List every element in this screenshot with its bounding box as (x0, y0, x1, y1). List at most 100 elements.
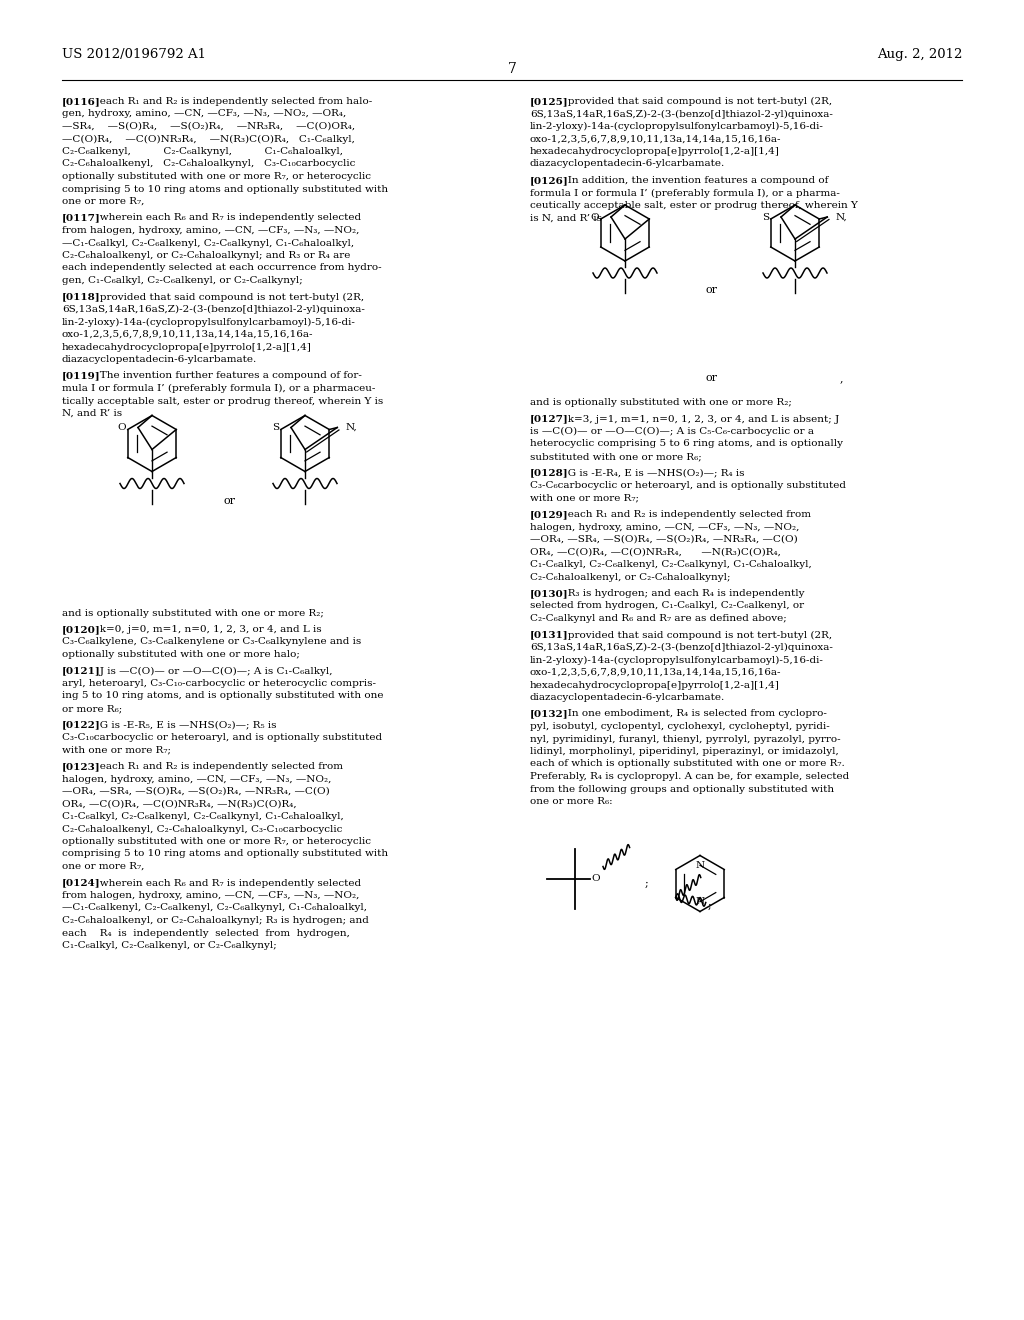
Text: one or more R₇,: one or more R₇, (62, 862, 144, 871)
Text: [0128]: [0128] (530, 469, 568, 478)
Text: heterocyclic comprising 5 to 6 ring atoms, and is optionally: heterocyclic comprising 5 to 6 ring atom… (530, 440, 843, 449)
Text: each R₁ and R₂ is independently selected from: each R₁ and R₂ is independently selected… (90, 762, 343, 771)
Text: hexadecahydrocyclopropa[e]pyrrolo[1,2-a][1,4]: hexadecahydrocyclopropa[e]pyrrolo[1,2-a]… (530, 147, 780, 156)
Text: C₁-C₆alkyl, C₂-C₆alkenyl, C₂-C₆alkynyl, C₁-C₆haloalkyl,: C₁-C₆alkyl, C₂-C₆alkenyl, C₂-C₆alkynyl, … (62, 812, 344, 821)
Text: formula I or formula I’ (preferably formula I), or a pharma-: formula I or formula I’ (preferably form… (530, 189, 840, 198)
Text: each independently selected at each occurrence from hydro-: each independently selected at each occu… (62, 264, 382, 272)
Text: selected from hydrogen, C₁-C₆alkyl, C₂-C₆alkenyl, or: selected from hydrogen, C₁-C₆alkyl, C₂-C… (530, 602, 804, 610)
Text: [0132]: [0132] (530, 710, 568, 718)
Text: [0123]: [0123] (62, 762, 100, 771)
Text: with one or more R₇;: with one or more R₇; (530, 494, 639, 503)
Text: halogen, hydroxy, amino, —CN, —CF₃, —N₃, —NO₂,: halogen, hydroxy, amino, —CN, —CF₃, —N₃,… (530, 523, 800, 532)
Text: hexadecahydrocyclopropa[e]pyrrolo[1,2-a][1,4]: hexadecahydrocyclopropa[e]pyrrolo[1,2-a]… (530, 681, 780, 689)
Text: lin-2-yloxy)-14a-(cyclopropylsulfonylcarbamoyl)-5,16-di-: lin-2-yloxy)-14a-(cyclopropylsulfonylcar… (530, 656, 824, 665)
Text: substituted with one or more R₆;: substituted with one or more R₆; (530, 451, 701, 461)
Text: from halogen, hydroxy, amino, —CN, —CF₃, —N₃, —NO₂,: from halogen, hydroxy, amino, —CN, —CF₃,… (62, 226, 359, 235)
Text: pyl, isobutyl, cyclopentyl, cyclohexyl, cycloheptyl, pyridi-: pyl, isobutyl, cyclopentyl, cyclohexyl, … (530, 722, 829, 731)
Text: oxo-1,2,3,5,6,7,8,9,10,11,13a,14,14a,15,16,16a-: oxo-1,2,3,5,6,7,8,9,10,11,13a,14,14a,15,… (530, 668, 781, 677)
Text: O: O (118, 422, 126, 432)
Text: R₃ is hydrogen; and each R₄ is independently: R₃ is hydrogen; and each R₄ is independe… (558, 589, 805, 598)
Text: [0125]: [0125] (530, 96, 568, 106)
Text: [0124]: [0124] (62, 879, 100, 887)
Text: 6S,13aS,14aR,16aS,Z)-2-(3-(benzo[d]thiazol-2-yl)quinoxa-: 6S,13aS,14aR,16aS,Z)-2-(3-(benzo[d]thiaz… (530, 643, 833, 652)
Text: or: or (224, 495, 236, 506)
Text: 6S,13aS,14aR,16aS,Z)-2-(3-(benzo[d]thiazol-2-yl)quinoxa-: 6S,13aS,14aR,16aS,Z)-2-(3-(benzo[d]thiaz… (62, 305, 365, 314)
Text: [0130]: [0130] (530, 589, 568, 598)
Text: or more R₆;: or more R₆; (62, 704, 122, 713)
Text: [0118]: [0118] (62, 293, 100, 301)
Text: ;: ; (645, 879, 649, 888)
Text: k=0, j=0, m=1, n=0, 1, 2, 3, or 4, and L is: k=0, j=0, m=1, n=0, 1, 2, 3, or 4, and L… (90, 624, 322, 634)
Text: N,: N, (836, 213, 847, 222)
Text: hexadecahydrocyclopropa[e]pyrrolo[1,2-a][1,4]: hexadecahydrocyclopropa[e]pyrrolo[1,2-a]… (62, 342, 312, 351)
Text: C₂-C₆haloalkenyl, C₂-C₆haloalkynyl, C₃-C₁₀carbocyclic: C₂-C₆haloalkenyl, C₂-C₆haloalkynyl, C₃-C… (62, 825, 342, 833)
Text: C₂-C₆alkynyl and R₆ and R₇ are as defined above;: C₂-C₆alkynyl and R₆ and R₇ are as define… (530, 614, 786, 623)
Text: from halogen, hydroxy, amino, —CN, —CF₃, —N₃, —NO₂,: from halogen, hydroxy, amino, —CN, —CF₃,… (62, 891, 359, 900)
Text: optionally substituted with one or more R₇, or heterocyclic: optionally substituted with one or more … (62, 837, 371, 846)
Text: US 2012/0196792 A1: US 2012/0196792 A1 (62, 48, 206, 61)
Text: O: O (591, 874, 600, 883)
Text: nyl, pyrimidinyl, furanyl, thienyl, pyrrolyl, pyrazolyl, pyrro-: nyl, pyrimidinyl, furanyl, thienyl, pyrr… (530, 734, 841, 743)
Text: —C(O)R₄,    —C(O)NR₃R₄,    —N(R₃)C(O)R₄,   C₁-C₆alkyl,: —C(O)R₄, —C(O)NR₃R₄, —N(R₃)C(O)R₄, C₁-C₆… (62, 135, 355, 144)
Text: J is —C(O)— or —O—C(O)—; A is C₁-C₆alkyl,: J is —C(O)— or —O—C(O)—; A is C₁-C₆alkyl… (90, 667, 333, 676)
Text: provided that said compound is not tert-butyl (2R,: provided that said compound is not tert-… (558, 96, 833, 106)
Text: or: or (706, 285, 718, 294)
Text: C₂-C₆haloalkenyl,   C₂-C₆haloalkynyl,   C₃-C₁₀carbocyclic: C₂-C₆haloalkenyl, C₂-C₆haloalkynyl, C₃-C… (62, 160, 355, 169)
Text: is —C(O)— or —O—C(O)—; A is C₅-C₆-carbocyclic or a: is —C(O)— or —O—C(O)—; A is C₅-C₆-carboc… (530, 426, 814, 436)
Text: C₁-C₆alkyl, C₂-C₆alkenyl, or C₂-C₆alkynyl;: C₁-C₆alkyl, C₂-C₆alkenyl, or C₂-C₆alkyny… (62, 941, 276, 950)
Text: In addition, the invention features a compound of: In addition, the invention features a co… (558, 176, 828, 185)
Text: provided that said compound is not tert-butyl (2R,: provided that said compound is not tert-… (90, 293, 364, 302)
Text: diazacyclopentadecin-6-ylcarbamate.: diazacyclopentadecin-6-ylcarbamate. (62, 355, 257, 364)
Text: O: O (591, 213, 599, 222)
Text: each R₁ and R₂ is independently selected from halo-: each R₁ and R₂ is independently selected… (90, 96, 372, 106)
Text: [0117]: [0117] (62, 214, 100, 223)
Text: wherein each R₆ and R₇ is independently selected: wherein each R₆ and R₇ is independently … (90, 879, 361, 887)
Text: —SR₄,    —S(O)R₄,    —S(O₂)R₄,    —NR₃R₄,    —C(O)OR₄,: —SR₄, —S(O)R₄, —S(O₂)R₄, —NR₃R₄, —C(O)OR… (62, 121, 355, 131)
Text: comprising 5 to 10 ring atoms and optionally substituted with: comprising 5 to 10 ring atoms and option… (62, 850, 388, 858)
Text: —OR₄, —SR₄, —S(O)R₄, —S(O₂)R₄, —NR₃R₄, —C(O): —OR₄, —SR₄, —S(O)R₄, —S(O₂)R₄, —NR₃R₄, —… (62, 787, 330, 796)
Text: comprising 5 to 10 ring atoms and optionally substituted with: comprising 5 to 10 ring atoms and option… (62, 185, 388, 194)
Text: S: S (762, 213, 769, 222)
Text: The invention further features a compound of for-: The invention further features a compoun… (90, 371, 361, 380)
Text: [0116]: [0116] (62, 96, 100, 106)
Text: —C₁-C₆alkenyl, C₂-C₆alkenyl, C₂-C₆alkynyl, C₁-C₆haloalkyl,: —C₁-C₆alkenyl, C₂-C₆alkenyl, C₂-C₆alkyny… (62, 903, 367, 912)
Text: and is optionally substituted with one or more R₂;: and is optionally substituted with one o… (530, 399, 792, 407)
Text: lin-2-yloxy)-14a-(cyclopropylsulfonylcarbamoyl)-5,16-di-: lin-2-yloxy)-14a-(cyclopropylsulfonylcar… (530, 121, 824, 131)
Text: N,: N, (345, 422, 357, 432)
Text: one or more R₆:: one or more R₆: (530, 797, 612, 807)
Text: ;: ; (708, 900, 712, 911)
Text: oxo-1,2,3,5,6,7,8,9,10,11,13a,14,14a,15,16,16a-: oxo-1,2,3,5,6,7,8,9,10,11,13a,14,14a,15,… (62, 330, 313, 339)
Text: is N, and R’ is: is N, and R’ is (530, 214, 602, 223)
Text: wherein each R₆ and R₇ is independently selected: wherein each R₆ and R₇ is independently … (90, 214, 361, 223)
Text: each R₁ and R₂ is independently selected from: each R₁ and R₂ is independently selected… (558, 510, 811, 519)
Text: gen, C₁-C₆alkyl, C₂-C₆alkenyl, or C₂-C₆alkynyl;: gen, C₁-C₆alkyl, C₂-C₆alkenyl, or C₂-C₆a… (62, 276, 303, 285)
Text: [0129]: [0129] (530, 510, 568, 519)
Text: OR₄, —C(O)R₄, —C(O)NR₃R₄,      —N(R₃)C(O)R₄,: OR₄, —C(O)R₄, —C(O)NR₃R₄, —N(R₃)C(O)R₄, (530, 548, 781, 557)
Text: [0122]: [0122] (62, 721, 100, 730)
Text: C₂-C₆alkenyl,          C₂-C₆alkynyl,          C₁-C₆haloalkyl,: C₂-C₆alkenyl, C₂-C₆alkynyl, C₁-C₆haloalk… (62, 147, 343, 156)
Text: S: S (272, 422, 279, 432)
Text: 7: 7 (508, 62, 516, 77)
Text: or: or (706, 374, 718, 383)
Text: ,: , (840, 374, 844, 383)
Text: optionally substituted with one or more halo;: optionally substituted with one or more … (62, 649, 300, 659)
Text: C₃-C₁₀carbocyclic or heteroaryl, and is optionally substituted: C₃-C₁₀carbocyclic or heteroaryl, and is … (62, 733, 382, 742)
Text: [0119]: [0119] (62, 371, 100, 380)
Text: and is optionally substituted with one or more R₂;: and is optionally substituted with one o… (62, 609, 324, 618)
Text: N, and R’ is: N, and R’ is (62, 409, 122, 418)
Text: each of which is optionally substituted with one or more R₇.: each of which is optionally substituted … (530, 759, 845, 768)
Text: ceutically acceptable salt, ester or prodrug thereof, wherein Y: ceutically acceptable salt, ester or pro… (530, 201, 858, 210)
Text: tically acceptable salt, ester or prodrug thereof, wherein Y is: tically acceptable salt, ester or prodru… (62, 396, 383, 405)
Text: mula I or formula I’ (preferably formula I), or a pharmaceu-: mula I or formula I’ (preferably formula… (62, 384, 376, 393)
Text: aryl, heteroaryl, C₃-C₁₀-carbocyclic or heterocyclic compris-: aryl, heteroaryl, C₃-C₁₀-carbocyclic or … (62, 678, 376, 688)
Text: OR₄, —C(O)R₄, —C(O)NR₃R₄, —N(R₃)C(O)R₄,: OR₄, —C(O)R₄, —C(O)NR₃R₄, —N(R₃)C(O)R₄, (62, 800, 297, 808)
Text: —OR₄, —SR₄, —S(O)R₄, —S(O₂)R₄, —NR₃R₄, —C(O): —OR₄, —SR₄, —S(O)R₄, —S(O₂)R₄, —NR₃R₄, —… (530, 535, 798, 544)
Text: diazacyclopentadecin-6-ylcarbamate.: diazacyclopentadecin-6-ylcarbamate. (530, 693, 725, 702)
Text: —C₁-C₆alkyl, C₂-C₆alkenyl, C₂-C₆alkynyl, C₁-C₆haloalkyl,: —C₁-C₆alkyl, C₂-C₆alkenyl, C₂-C₆alkynyl,… (62, 239, 354, 248)
Text: C₂-C₆haloalkenyl, or C₂-C₆haloalkynyl; R₃ is hydrogen; and: C₂-C₆haloalkenyl, or C₂-C₆haloalkynyl; R… (62, 916, 369, 925)
Text: N: N (695, 898, 705, 907)
Text: lidinyl, morpholinyl, piperidinyl, piperazinyl, or imidazolyl,: lidinyl, morpholinyl, piperidinyl, piper… (530, 747, 839, 756)
Text: lin-2-yloxy)-14a-(cyclopropylsulfonylcarbamoyl)-5,16-di-: lin-2-yloxy)-14a-(cyclopropylsulfonylcar… (62, 318, 356, 326)
Text: C₁-C₆alkyl, C₂-C₆alkenyl, C₂-C₆alkynyl, C₁-C₆haloalkyl,: C₁-C₆alkyl, C₂-C₆alkenyl, C₂-C₆alkynyl, … (530, 560, 812, 569)
Text: 6S,13aS,14aR,16aS,Z)-2-(3-(benzo[d]thiazol-2-yl)quinoxa-: 6S,13aS,14aR,16aS,Z)-2-(3-(benzo[d]thiaz… (530, 110, 833, 119)
